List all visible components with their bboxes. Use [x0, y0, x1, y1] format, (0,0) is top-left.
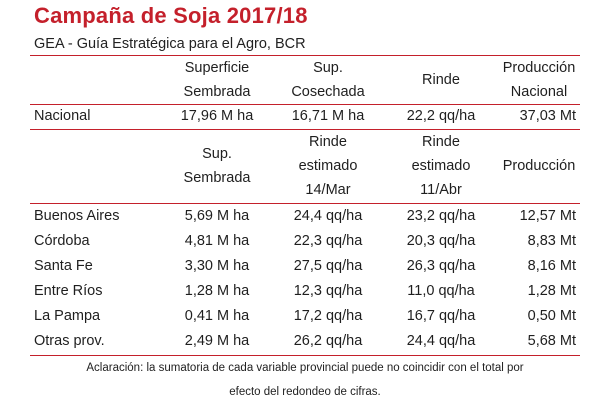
province-produccion: 5,68 Mt — [527, 332, 576, 349]
header-line: Rinde — [422, 72, 460, 88]
national-header-sembrada: Superficie Sembrada — [162, 56, 272, 104]
province-rinde-abr: 16,7 qq/ha — [406, 307, 476, 324]
province-sembrada: 3,30 M ha — [184, 257, 250, 274]
province-header-rinde-mar: Rinde estimado 14/Mar — [272, 130, 384, 202]
header-line: Cosechada — [291, 84, 365, 100]
province-rinde-abr: 11,0 qq/ha — [407, 282, 475, 299]
province-sembrada: 5,69 M ha — [184, 207, 250, 224]
header-line: Producción — [502, 60, 576, 76]
province-rinde-mar: 17,2 qq/ha — [293, 307, 363, 324]
province-produccion: 12,57 Mt — [519, 207, 576, 224]
header-line: Sup. — [202, 146, 232, 162]
province-produccion: 0,50 Mt — [527, 307, 576, 324]
national-header-produccion: Producción Nacional — [498, 56, 580, 104]
province-rinde-mar: 27,5 qq/ha — [293, 257, 363, 274]
province-header-produccion: Producción — [498, 130, 580, 202]
province-header-blank — [30, 130, 162, 202]
province-rinde-abr: 20,3 qq/ha — [406, 232, 476, 249]
divider-bottom — [30, 355, 580, 356]
national-table: Superficie Sembrada Sup. Cosechada Rinde… — [30, 56, 580, 104]
province-table: Buenos Aires 5,69 M ha 24,4 qq/ha 23,2 q… — [30, 203, 580, 353]
footnote: Aclaración: la sumatoria de cada variabl… — [30, 356, 580, 404]
province-rinde-mar: 26,2 qq/ha — [293, 332, 363, 349]
province-header-sembrada: Sup. Sembrada — [162, 130, 272, 202]
page-subtitle: GEA - Guía Estratégica para el Agro, BCR — [34, 36, 306, 52]
header-line: Sembrada — [183, 170, 251, 186]
national-produccion: 37,03 Mt — [519, 108, 576, 124]
header-line: Nacional — [510, 84, 568, 100]
province-name: Buenos Aires — [34, 207, 120, 224]
footnote-line: Aclaración: la sumatoria de cada variabl… — [86, 362, 524, 374]
footnote-line: efecto del redondeo de cifras. — [229, 386, 381, 398]
province-rinde-mar: 12,3 qq/ha — [293, 282, 363, 299]
header-line: Rinde — [422, 134, 460, 150]
divider-mid — [30, 129, 580, 130]
national-header-blank — [30, 56, 162, 104]
page-title: Campaña de Soja 2017/18 — [34, 3, 308, 28]
province-produccion: 8,16 Mt — [527, 257, 576, 274]
header-line: Sup. — [313, 60, 343, 76]
national-sembrada: 17,96 M ha — [180, 108, 254, 124]
header-line: 14/Mar — [305, 182, 351, 198]
province-header-rinde-abr: Rinde estimado 11/Abr — [384, 130, 498, 202]
header-line: Rinde — [309, 134, 347, 150]
national-rinde: 22,2 qq/ha — [406, 108, 476, 124]
header-line: 11/Abr — [420, 182, 462, 198]
header-line: estimado — [298, 158, 358, 174]
province-rinde-abr: 23,2 qq/ha — [406, 207, 476, 224]
province-header: Sup. Sembrada Rinde estimado 14/Mar Rind… — [30, 130, 580, 202]
province-produccion: 8,83 Mt — [527, 232, 576, 249]
province-produccion: 1,28 Mt — [527, 282, 576, 299]
province-sembrada: 2,49 M ha — [184, 332, 250, 349]
national-header-cosechada: Sup. Cosechada — [272, 56, 384, 104]
national-row: Nacional 17,96 M ha 16,71 M ha 22,2 qq/h… — [30, 104, 580, 128]
province-rinde-mar: 24,4 qq/ha — [293, 207, 363, 224]
header-line: estimado — [411, 158, 471, 174]
province-name: Santa Fe — [34, 257, 93, 274]
divider-provinces — [30, 203, 580, 204]
national-header-rinde: Rinde — [384, 56, 498, 104]
province-name: La Pampa — [34, 307, 101, 324]
province-name: Córdoba — [34, 232, 90, 249]
divider-national — [30, 104, 580, 105]
header-line: Superficie — [184, 60, 250, 76]
province-sembrada: 1,28 M ha — [184, 282, 250, 299]
header-line: Producción — [502, 158, 576, 174]
province-sembrada: 4,81 M ha — [184, 232, 250, 249]
divider-top — [30, 55, 580, 56]
national-label: Nacional — [34, 108, 91, 124]
province-rinde-mar: 22,3 qq/ha — [293, 232, 363, 249]
province-sembrada: 0,41 M ha — [184, 307, 250, 324]
province-rinde-abr: 24,4 qq/ha — [406, 332, 476, 349]
province-rinde-abr: 26,3 qq/ha — [406, 257, 476, 274]
province-name: Entre Ríos — [34, 282, 103, 299]
national-cosechada: 16,71 M ha — [291, 108, 365, 124]
province-name: Otras prov. — [34, 332, 105, 349]
header-line: Sembrada — [183, 84, 251, 100]
